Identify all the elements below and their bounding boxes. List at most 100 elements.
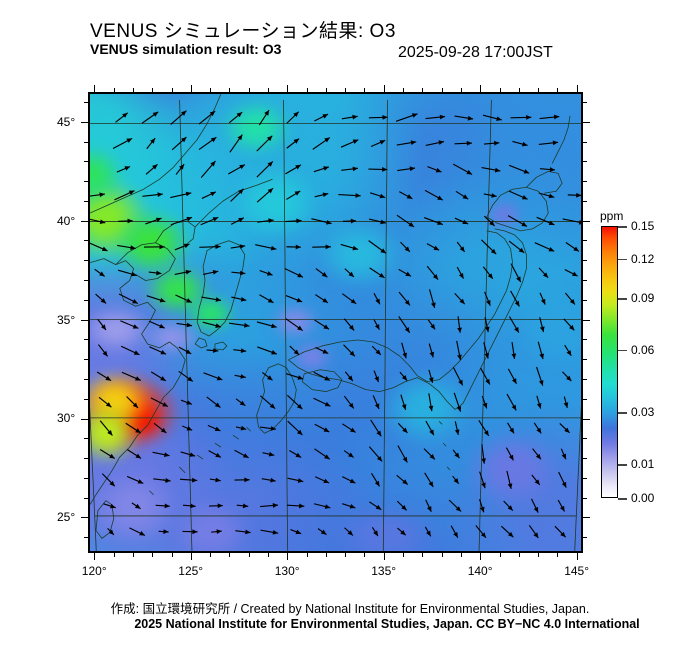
wind-arrow [452, 449, 460, 459]
wind-arrow [99, 420, 113, 436]
x-axis-tick [113, 553, 115, 557]
colorbar-gradient [601, 226, 618, 498]
wind-arrow [368, 167, 388, 172]
wind-arrow [233, 348, 247, 353]
x-axis-tick-top [306, 88, 308, 92]
wind-arrow [563, 318, 575, 331]
y-axis-tick [81, 319, 88, 321]
wind-arrow [95, 293, 107, 304]
wind-arrow [257, 346, 278, 355]
y-axis-tick-right [583, 319, 590, 321]
wind-arrow [290, 529, 302, 535]
concentration-blob [220, 99, 292, 156]
wind-arrow [530, 498, 539, 513]
wind-arrow [234, 477, 250, 483]
wind-arrow [539, 292, 546, 305]
wind-arrow [142, 192, 163, 197]
x-axis-tick [460, 553, 462, 557]
wind-arrow [511, 341, 517, 360]
wind-arrow [236, 503, 249, 509]
wind-arrow [427, 166, 442, 173]
wind-arrow [369, 267, 385, 279]
colorbar-tick-label: 0.12 [631, 251, 655, 266]
x-axis-tick-top [248, 88, 250, 92]
y-axis-tick [84, 458, 88, 459]
wind-arrow [341, 114, 358, 120]
x-axis-tick [248, 553, 250, 557]
y-axis-tick-right [583, 418, 590, 420]
wind-arrow [398, 268, 412, 277]
wind-arrow [311, 218, 332, 225]
wind-arrow [126, 396, 139, 409]
wind-arrow [373, 319, 380, 331]
wind-arrow [370, 419, 382, 437]
wind-arrow [343, 318, 355, 331]
wind-arrow [341, 476, 356, 484]
wind-arrow [260, 503, 279, 508]
wind-arrow [118, 218, 133, 224]
y-axis-tick-right [583, 141, 587, 143]
wind-arrow [314, 423, 330, 433]
wind-arrow [315, 346, 329, 354]
x-axis-tick-top [403, 88, 404, 92]
wind-arrow [478, 420, 490, 437]
x-axis-tick [268, 553, 269, 557]
y-axis-tick-right [583, 477, 587, 479]
x-axis-tick [518, 553, 520, 557]
wind-arrow [201, 191, 217, 199]
x-axis-tick [132, 553, 134, 557]
wind-arrow [180, 399, 193, 405]
wind-arrow [397, 445, 408, 463]
wind-arrow [508, 190, 528, 200]
x-axis-tick [94, 553, 96, 560]
wind-arrow [313, 503, 331, 509]
wind-arrow [126, 475, 144, 484]
x-axis-tick [480, 553, 482, 560]
x-axis-tick-top [132, 88, 134, 92]
x-axis-label: 125° [178, 564, 204, 578]
wind-arrow [395, 113, 418, 122]
y-axis-tick [81, 418, 88, 420]
wind-arrow [562, 371, 572, 382]
wind-arrow [261, 477, 276, 483]
wind-arrow [256, 321, 277, 329]
wind-arrow [235, 425, 247, 431]
wind-arrow [370, 192, 386, 199]
colorbar-tick-label: 0.00 [631, 491, 655, 505]
y-axis-tick [81, 121, 88, 123]
y-axis-label: 45° [57, 114, 76, 129]
wind-arrow [115, 112, 129, 123]
wind-arrow [454, 140, 472, 146]
wind-arrow [175, 163, 185, 175]
wind-arrow [313, 166, 330, 173]
x-axis-tick-top [518, 88, 520, 92]
x-axis-tick-top [113, 88, 115, 92]
wind-arrow [121, 371, 142, 381]
wind-arrow [286, 138, 300, 149]
wind-arrow [483, 193, 497, 198]
wind-arrow [127, 449, 142, 459]
y-axis-tick-right [583, 438, 587, 440]
wind-arrow [398, 316, 411, 334]
y-axis-tick-right [583, 280, 587, 281]
y-axis-tick [84, 438, 88, 440]
wind-arrow [478, 499, 485, 513]
wind-arrow [174, 269, 192, 275]
wind-arrow [506, 470, 513, 490]
wind-arrow [539, 317, 545, 333]
wind-arrow [230, 188, 244, 202]
y-axis-tick [84, 497, 88, 499]
wind-arrow [483, 215, 495, 227]
wind-arrow [203, 372, 223, 381]
colorbar-tick-label: 0.06 [631, 342, 655, 357]
colorbar-tick [618, 464, 627, 466]
wind-arrow [554, 525, 567, 538]
x-axis-tick-top [538, 88, 540, 92]
wind-arrow [313, 371, 331, 381]
wind-arrow [507, 422, 515, 434]
valid-time-label: 2025-09-28 17:00JST [398, 44, 553, 61]
wind-arrow [423, 217, 444, 226]
x-axis-label: 130° [274, 564, 300, 578]
colorbar-tick-label: 0.15 [631, 219, 655, 233]
y-axis-tick-right [583, 517, 590, 519]
